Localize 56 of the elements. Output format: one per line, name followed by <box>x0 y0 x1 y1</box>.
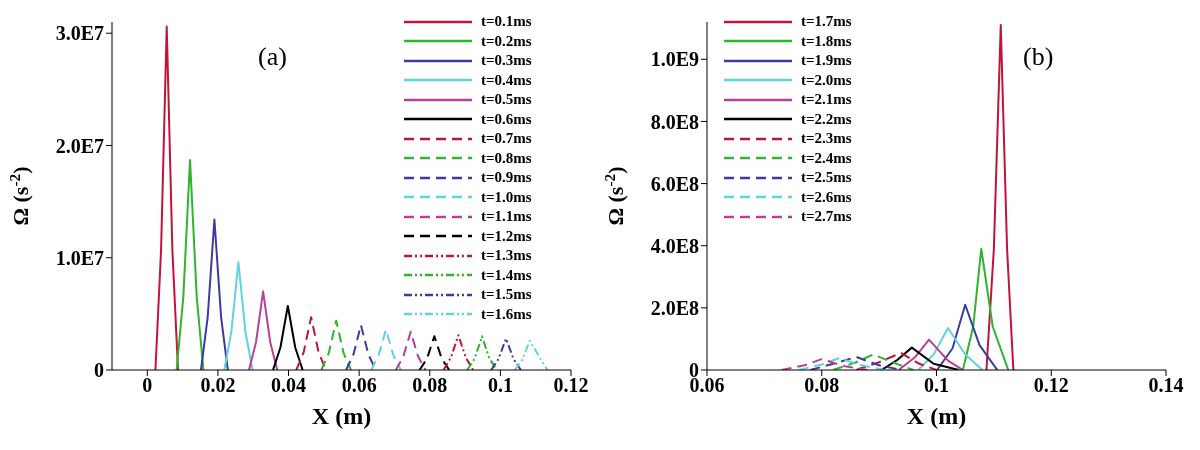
x-tick-label: 0.02 <box>200 374 236 397</box>
legend-label: t=1.2ms <box>481 227 532 244</box>
annotation: (a) <box>258 42 287 72</box>
x-tick-label: 0.1 <box>924 374 949 397</box>
legend-label: t=1.7ms <box>801 13 852 30</box>
y-tick-label: 3.0E7 <box>55 22 104 45</box>
legend-label: t=1.4ms <box>481 266 532 283</box>
legend-label: t=2.6ms <box>801 188 852 205</box>
y-tick-label: 2.0E7 <box>55 134 104 157</box>
x-tick-label: 0.1 <box>487 374 513 397</box>
y-tick-label: 6.0E8 <box>650 172 699 195</box>
legend-label: t=0.1ms <box>481 13 532 30</box>
x-tick-label: 0.08 <box>412 374 448 397</box>
legend-label: t=0.5ms <box>481 91 532 108</box>
legend-label: t=0.7ms <box>481 130 532 147</box>
y-tick-label: 8.0E8 <box>650 110 699 133</box>
line-series <box>897 338 964 370</box>
legend-label: t=2.5ms <box>801 169 852 186</box>
legend-label: t=1.6ms <box>481 305 532 322</box>
x-tick-label: 0.12 <box>1033 374 1069 397</box>
legend-label: t=1.3ms <box>481 247 532 264</box>
legend-label: t=0.9ms <box>481 169 532 186</box>
y-tick-label: 1.0E7 <box>55 246 104 269</box>
legend-label: t=0.4ms <box>481 71 532 88</box>
y-tick-label: 1.0E9 <box>650 48 699 71</box>
x-tick-label: 0.06 <box>341 374 377 397</box>
x-tick-label: 0.08 <box>804 374 840 397</box>
legend-label: t=1.5ms <box>481 286 532 303</box>
legend-label: t=0.2ms <box>481 32 532 49</box>
annotation: (b) <box>1023 42 1054 72</box>
legend-label: t=2.7ms <box>801 208 852 225</box>
legend-label: t=2.4ms <box>801 149 852 166</box>
legend-label: t=1.9ms <box>801 52 852 69</box>
legend-label: t=0.3ms <box>481 52 532 69</box>
x-axis-title: X (m) <box>906 403 967 429</box>
x-tick-label: 0.14 <box>1148 374 1184 397</box>
legend-label: t=2.0ms <box>801 71 852 88</box>
y-tick-label: 2.0E8 <box>650 296 699 319</box>
x-tick-label: 0.04 <box>271 374 307 397</box>
line-series <box>936 303 999 370</box>
x-axis-title: X (m) <box>311 403 372 429</box>
line-series <box>855 351 938 370</box>
legend-label: t=2.2ms <box>801 110 852 127</box>
legend-label: t=1.8ms <box>801 32 852 49</box>
legend-label: t=1.1ms <box>481 208 532 225</box>
x-tick-label: 0 <box>142 374 153 397</box>
x-tick-label: 0.12 <box>553 374 589 397</box>
y-tick-label: 4.0E8 <box>650 234 699 257</box>
line-series <box>513 339 549 370</box>
legend-label: t=0.6ms <box>481 110 532 127</box>
legend-label: t=1.0ms <box>481 188 532 205</box>
legend-label: t=2.1ms <box>801 91 852 108</box>
line-series <box>832 353 915 370</box>
legend-label: t=2.3ms <box>801 130 852 147</box>
legend-label: t=0.8ms <box>481 149 532 166</box>
y-tick-label: 0 <box>94 359 104 382</box>
